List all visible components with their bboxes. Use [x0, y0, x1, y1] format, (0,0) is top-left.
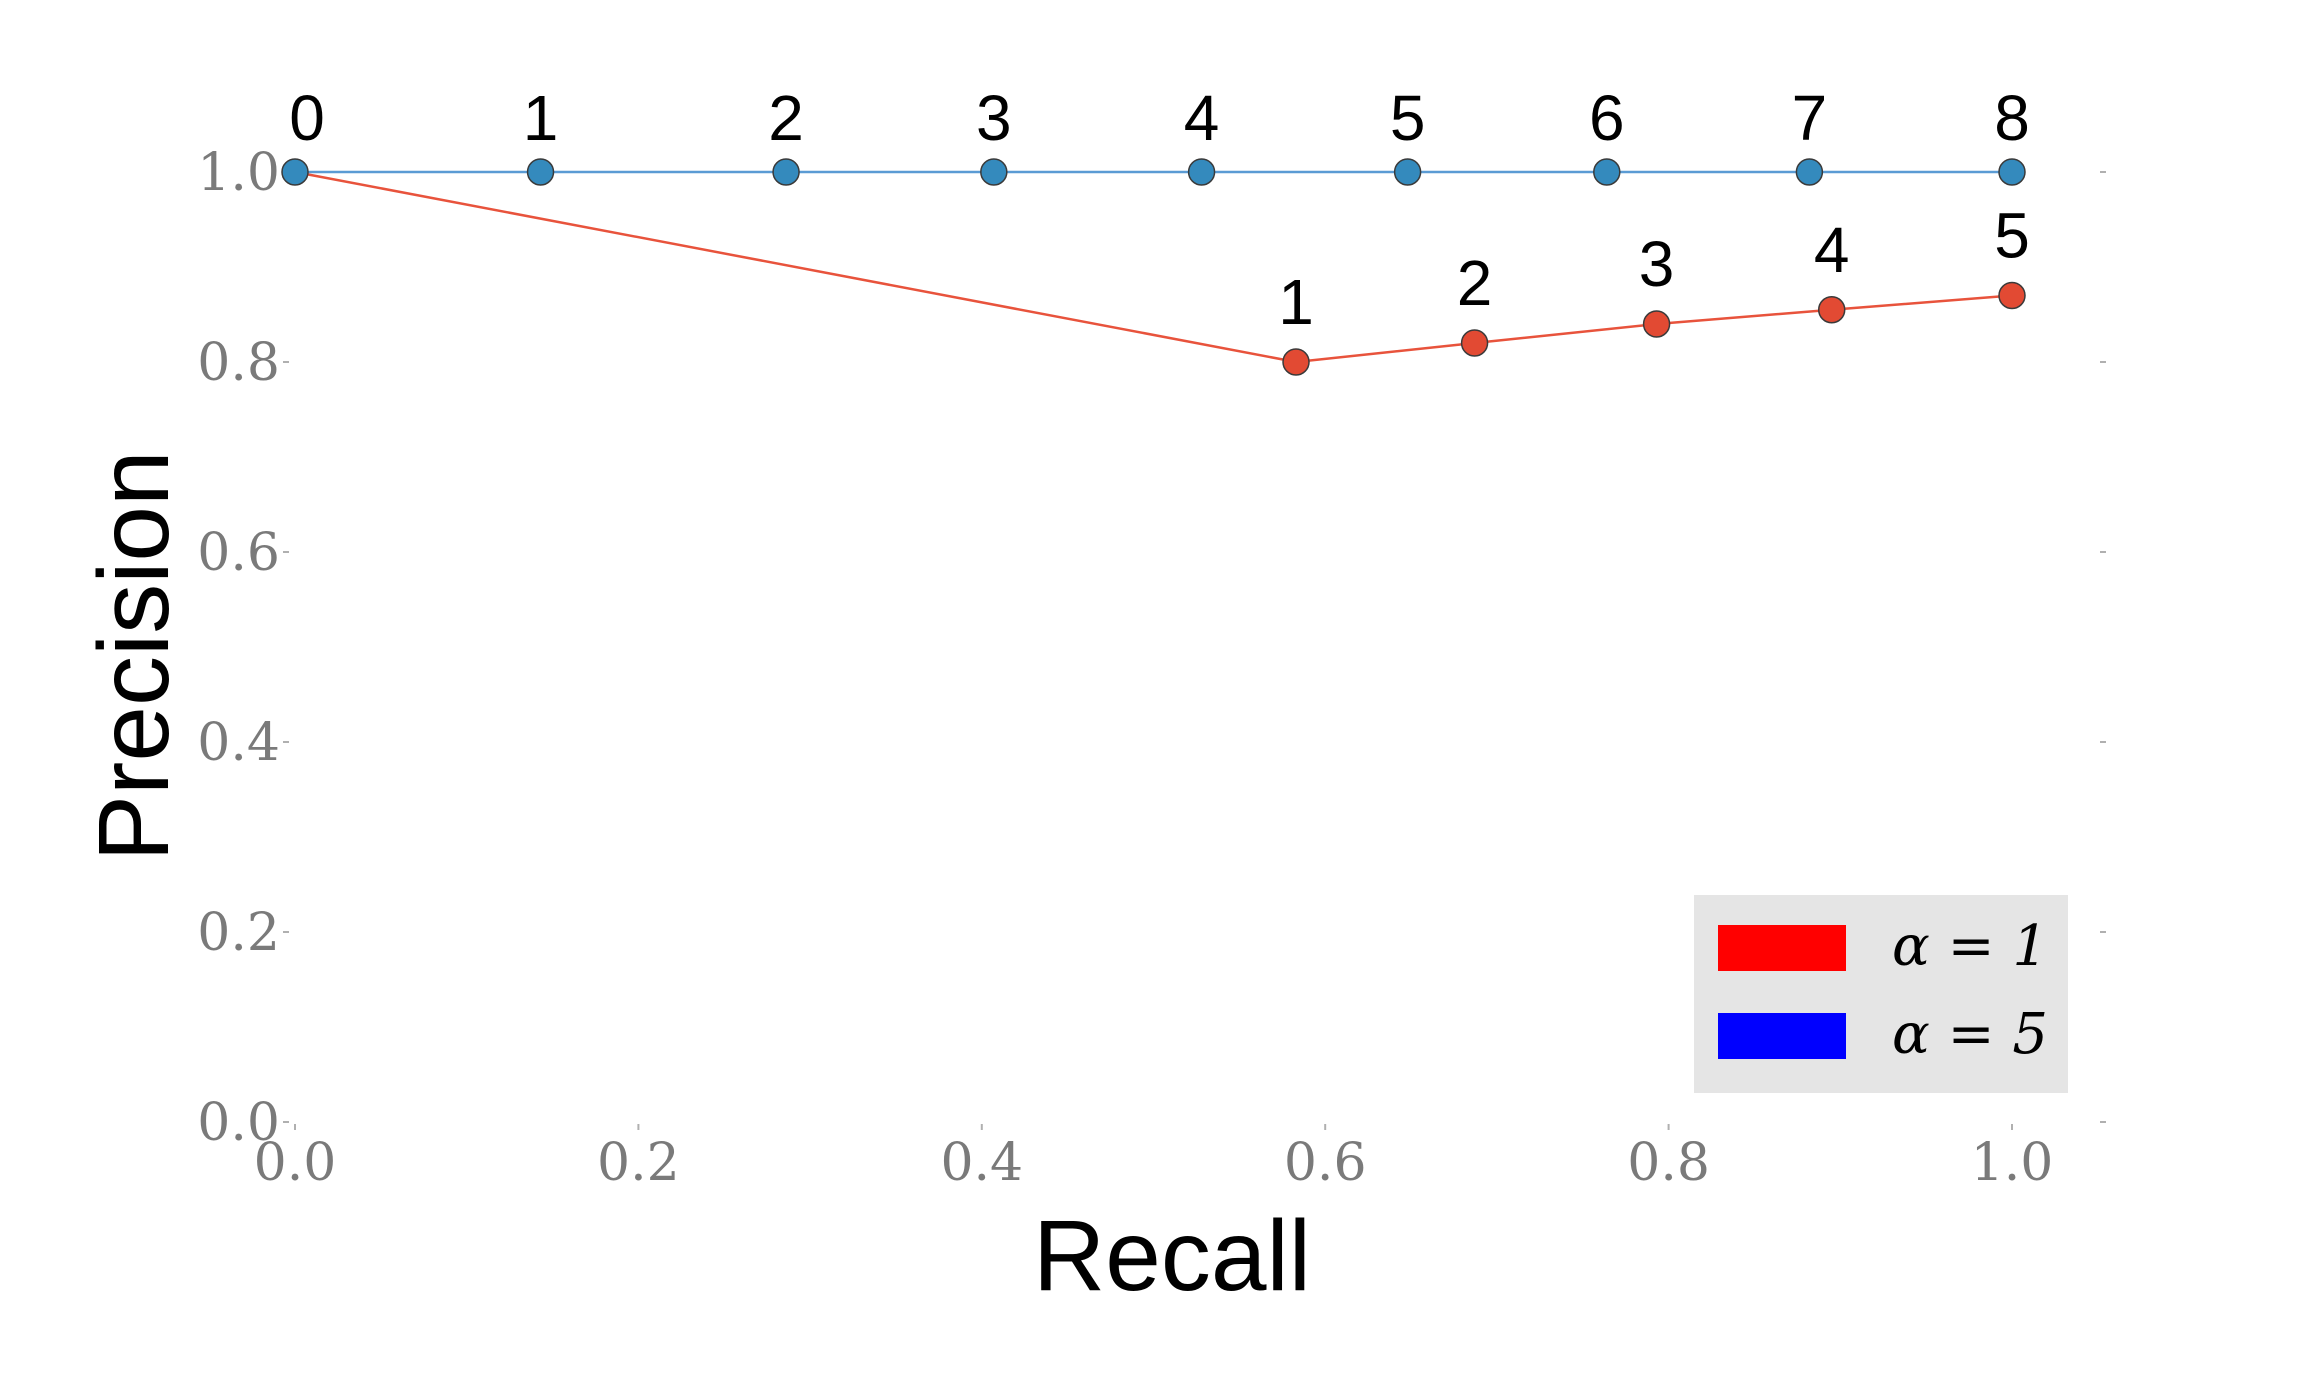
- data-label: 8: [1994, 82, 2030, 154]
- y-tick-label: 0.0: [197, 1093, 280, 1153]
- x-tick-label: 0.0: [254, 1133, 337, 1193]
- data-label: 3: [976, 82, 1012, 154]
- data-label: 0: [289, 82, 325, 154]
- legend: α = 1 α = 5: [1694, 895, 2068, 1093]
- legend-swatch: [1718, 925, 1846, 971]
- data-point: [1282, 348, 1310, 376]
- data-point: [1187, 158, 1216, 186]
- data-label: 2: [768, 82, 804, 154]
- y-tick-label: 1.0: [197, 143, 280, 203]
- data-point: [772, 158, 800, 186]
- x-tick-label: 0.4: [940, 1133, 1023, 1193]
- x-tick-label: 0.6: [1284, 1133, 1367, 1193]
- data-point: [281, 158, 309, 186]
- data-point: [1817, 296, 1846, 324]
- x-tick-label: 1.0: [1971, 1133, 2054, 1193]
- y-tick-label: 0.8: [197, 333, 280, 393]
- legend-label: α = 5: [1892, 1002, 2048, 1067]
- data-label: 1: [1278, 266, 1314, 338]
- axis-ticks: 0.0 0.2 0.4 0.6 0.8 1.0 0.0 0.2 0.4 0.6 0.8 1.0: [197, 143, 2106, 1193]
- data-point: [1642, 310, 1671, 338]
- data-label: 5: [1390, 82, 1426, 154]
- data-label: 3: [1639, 228, 1675, 300]
- data-point: [1998, 158, 2026, 186]
- data-point: [1593, 158, 1621, 186]
- series-line-alpha-1: [294, 170, 2013, 364]
- data-label: 4: [1814, 214, 1850, 286]
- y-tick-label: 0.6: [197, 523, 280, 583]
- legend-swatch: [1718, 1013, 1846, 1059]
- legend-label: α = 1: [1892, 914, 2048, 979]
- data-point: [1998, 281, 2026, 310]
- y-tick-label: 0.4: [197, 713, 280, 773]
- x-tick-label: 0.8: [1627, 1133, 1710, 1193]
- data-point: [980, 158, 1008, 186]
- data-label: 4: [1184, 82, 1220, 154]
- data-label: 2: [1457, 247, 1493, 319]
- data-point: [1795, 158, 1824, 186]
- data-label: 5: [1994, 200, 2030, 272]
- data-label: 1: [523, 82, 559, 154]
- data-label: 7: [1792, 82, 1828, 154]
- x-tick-label: 0.2: [597, 1133, 680, 1193]
- series-markers: [281, 158, 2026, 376]
- data-point: [1460, 329, 1489, 357]
- point-labels: 0 1 2 3 4 5 6 7 8 1 2 3 4 5: [289, 82, 2030, 338]
- data-point: [1393, 158, 1422, 186]
- data-label: 6: [1589, 82, 1625, 154]
- x-axis-title: Recall: [1033, 1200, 1311, 1312]
- y-tick-label: 0.2: [197, 903, 280, 963]
- y-axis-title: Precision: [78, 450, 190, 861]
- data-point: [526, 158, 555, 186]
